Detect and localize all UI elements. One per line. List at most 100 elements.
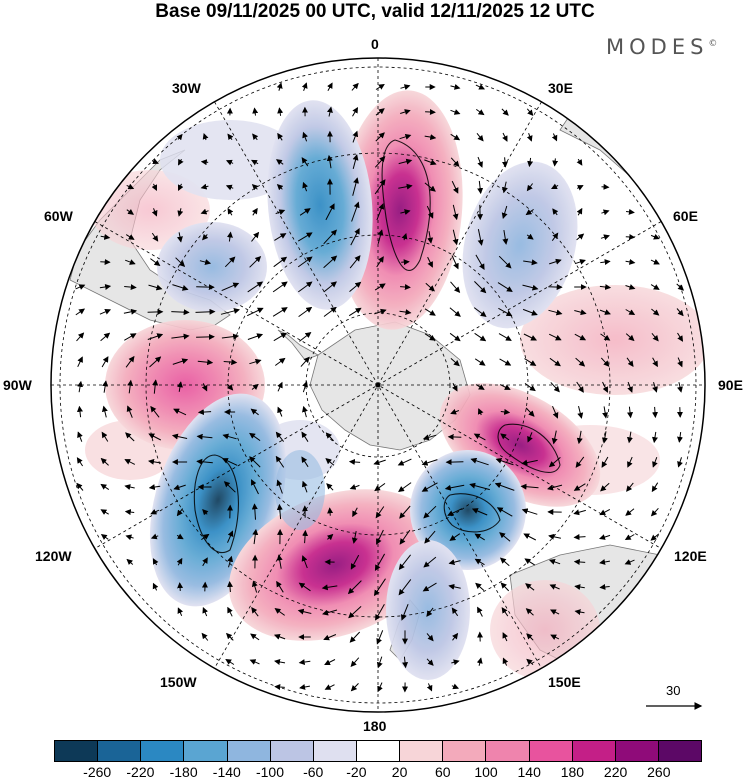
colorbar-segment — [529, 741, 573, 761]
wind-vector — [148, 433, 162, 441]
wind-vector — [469, 482, 490, 491]
wind-vector — [202, 606, 208, 617]
wind-vector — [148, 484, 161, 491]
wind-vector — [300, 356, 310, 367]
wind-vector — [426, 658, 434, 666]
wind-vector — [200, 183, 209, 190]
wind-vector — [326, 533, 334, 541]
wind-vector — [223, 481, 236, 493]
wind-vector — [526, 183, 534, 192]
wind-vector — [76, 405, 83, 418]
wind-vector — [599, 534, 611, 540]
wind-vector — [249, 456, 261, 468]
colorbar-tick-label: 140 — [517, 764, 541, 780]
wind-vector — [575, 357, 586, 367]
colorbar-segment — [313, 741, 357, 761]
wind-vector — [424, 308, 436, 316]
colorbar-tick-label: -180 — [169, 764, 198, 780]
colorbar-tick-label: -220 — [126, 764, 155, 780]
wind-vector — [471, 508, 488, 516]
wind-vector — [452, 632, 459, 641]
wind-vector — [171, 433, 188, 440]
wind-vector — [200, 208, 209, 215]
wind-vector — [176, 508, 183, 517]
colorbar-tick-label: 260 — [647, 764, 671, 780]
wind-vector — [474, 558, 485, 566]
wind-vector — [600, 234, 610, 241]
wind-vector — [350, 683, 359, 692]
wind-vector — [375, 603, 385, 621]
wind-vector — [100, 233, 111, 240]
wind-vector — [452, 382, 458, 392]
wind-vector — [399, 133, 412, 140]
wind-vector — [502, 657, 509, 666]
colorbar-tick-label: 220 — [603, 764, 628, 780]
wind-vector — [148, 458, 162, 465]
wind-vector — [227, 207, 234, 216]
wind-vector — [551, 232, 559, 241]
wind-vector — [376, 203, 385, 221]
wind-vector — [301, 157, 309, 167]
wind-vector — [398, 183, 413, 190]
wind-vector — [500, 408, 511, 415]
colorbar-tick-label: -20 — [346, 764, 367, 780]
wind-vector — [199, 259, 212, 265]
wind-vector — [677, 357, 683, 368]
wind-vector — [351, 82, 359, 91]
wind-vector — [224, 256, 236, 268]
wind-vector — [321, 584, 338, 591]
wind-vector — [497, 282, 513, 292]
colorbar-segment — [486, 741, 530, 761]
wind-vector — [451, 659, 460, 666]
wind-vector — [601, 431, 608, 444]
wind-vector — [302, 131, 308, 142]
colorbar-segment — [443, 741, 487, 761]
wind-vector — [325, 432, 334, 442]
wind-vector — [475, 582, 485, 591]
anomaly-region — [410, 450, 526, 570]
wind-vector — [374, 308, 387, 315]
wind-vector — [276, 479, 283, 494]
map-border — [50, 57, 706, 713]
wind-vector — [624, 534, 635, 541]
colorbar-tick-label: 180 — [560, 764, 585, 780]
wind-vector — [151, 232, 159, 242]
wind-vector — [173, 484, 186, 491]
wind-vector — [77, 356, 83, 368]
wind-vector — [576, 381, 584, 393]
wind-vector — [276, 580, 284, 593]
wind-vector — [574, 584, 585, 590]
wind-vector — [173, 408, 187, 416]
lon-label-120w: 120W — [35, 548, 72, 564]
wind-vector — [221, 282, 240, 292]
wind-vector — [573, 509, 586, 516]
wind-vector — [227, 383, 234, 391]
wind-vector — [227, 606, 233, 617]
wind-vector — [349, 281, 362, 292]
lon-label-120e: 120E — [674, 548, 707, 564]
wind-vector — [249, 659, 260, 665]
wind-vector — [470, 457, 489, 466]
wind-vector — [252, 107, 259, 116]
wind-vector — [501, 181, 508, 194]
map-disk — [51, 58, 705, 712]
wind-vector — [676, 308, 684, 317]
wind-vector — [451, 607, 459, 617]
wind-vector — [549, 258, 562, 265]
wind-vector — [221, 458, 238, 466]
wind-vector — [502, 230, 509, 245]
colorbar-segment — [615, 741, 659, 761]
wind-vector — [576, 233, 585, 241]
wind-vector — [297, 232, 313, 242]
wind-vector — [526, 133, 533, 142]
wind-vector — [373, 459, 386, 466]
wind-vector — [450, 83, 461, 90]
wind-vector — [677, 432, 683, 443]
wind-vector — [201, 632, 209, 641]
anomaly-contours — [193, 139, 561, 553]
anomaly-region — [337, 90, 463, 330]
wind-vector — [375, 83, 385, 90]
wind-vector — [177, 582, 184, 591]
wind-vector — [352, 507, 358, 518]
wind-vector — [302, 380, 308, 393]
